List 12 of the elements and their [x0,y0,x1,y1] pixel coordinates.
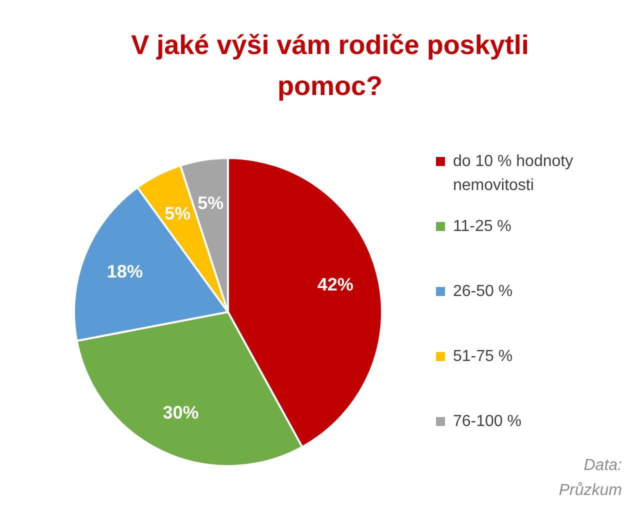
legend-label: 51-75 % [453,348,513,365]
data-label: 42% [317,274,354,295]
legend-label: 76-100 % [453,413,522,430]
legend-label: do 10 % hodnoty nemovitosti [453,153,574,194]
data-label: 18% [106,261,143,282]
chart-title: V jaké výši vám rodiče poskytli pomoc? [131,30,529,101]
legend-label: 26-50 % [453,283,513,300]
data-label: 30% [162,402,199,423]
legend-label: 11-25 % [453,218,512,235]
text: Data: Průzkum [558,457,622,499]
data-label: 5% [198,192,224,213]
data-label: 5% [164,204,191,224]
